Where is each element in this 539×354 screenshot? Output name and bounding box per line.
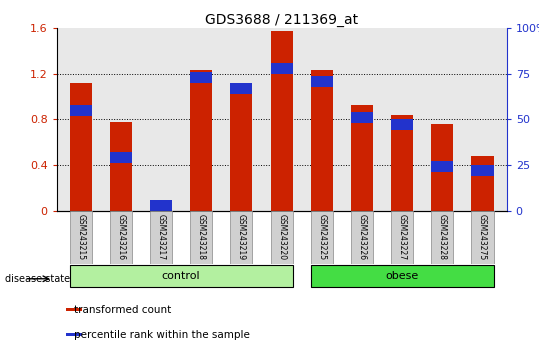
Bar [70,211,92,264]
Title: GDS3688 / 211369_at: GDS3688 / 211369_at [205,13,358,27]
Text: GSM243218: GSM243218 [197,214,206,260]
Bar [472,211,494,264]
Bar [311,70,333,211]
Bar [110,122,132,211]
Bar [311,211,333,264]
Bar [391,115,413,211]
Bar [66,308,82,312]
Bar [271,63,293,74]
Bar [351,211,373,264]
Bar [110,152,132,163]
Text: GSM243219: GSM243219 [237,214,246,260]
Bar [150,211,172,264]
Bar [230,85,252,211]
Bar [472,156,494,211]
Bar [70,83,92,211]
Bar [150,206,172,211]
Bar [230,211,252,264]
Bar [70,265,293,287]
Text: control: control [162,270,201,281]
Text: transformed count: transformed count [74,305,171,315]
Text: GSM243220: GSM243220 [277,214,286,260]
Text: GSM243227: GSM243227 [398,214,407,260]
Bar [190,211,212,264]
Bar [190,72,212,83]
Text: GSM243228: GSM243228 [438,214,447,260]
Bar [110,211,132,264]
Bar [70,105,92,116]
Bar [66,333,82,336]
Bar [351,105,373,211]
Bar [431,161,453,172]
Bar [391,119,413,130]
Bar [271,211,293,264]
Text: percentile rank within the sample: percentile rank within the sample [74,330,250,339]
Text: GSM243275: GSM243275 [478,214,487,260]
Bar [271,30,293,211]
Text: GSM243216: GSM243216 [116,214,126,260]
Bar [311,76,333,87]
Text: GSM243225: GSM243225 [317,214,326,260]
Bar [431,124,453,211]
Bar [150,200,172,211]
Text: GSM243215: GSM243215 [76,214,85,260]
Text: GSM243226: GSM243226 [357,214,367,260]
Bar [472,165,494,176]
Text: obese: obese [385,270,419,281]
Bar [311,265,494,287]
Bar [431,211,453,264]
Text: disease state: disease state [5,274,71,284]
Bar [190,70,212,211]
Text: GSM243217: GSM243217 [156,214,165,260]
Bar [351,112,373,123]
Bar [391,211,413,264]
Bar [230,83,252,94]
